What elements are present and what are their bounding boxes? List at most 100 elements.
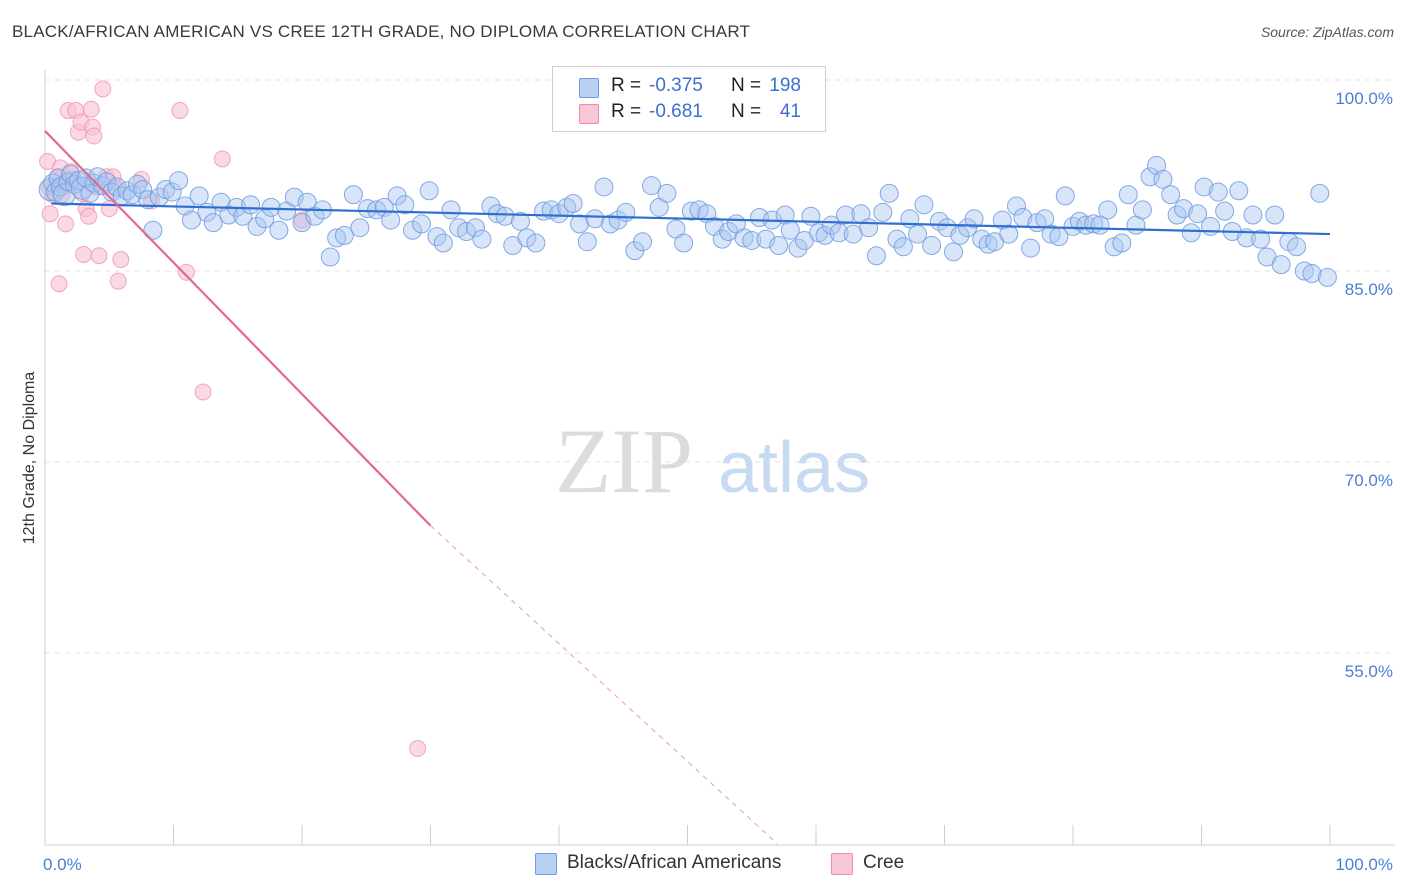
blacks-point (570, 214, 590, 234)
blacks-point (65, 174, 85, 194)
blacks-point (943, 242, 963, 262)
blacks-point (549, 204, 569, 224)
blacks-point (1006, 196, 1026, 216)
source-label: Source: ZipAtlas.com (1260, 24, 1394, 40)
blacks-point (1098, 200, 1118, 220)
blacks-point (381, 210, 401, 230)
blacks-point (1181, 223, 1201, 243)
blacks-point (162, 182, 182, 202)
blacks-point (143, 220, 163, 240)
blacks-point (922, 236, 942, 256)
cree-point (112, 251, 130, 269)
blacks-point (893, 237, 913, 257)
blacks-point (594, 177, 614, 197)
blacks-point (350, 218, 370, 238)
cree-point (90, 247, 108, 265)
blacks-point (1243, 205, 1263, 225)
blacks-point (241, 195, 261, 215)
blacks-point (681, 201, 701, 221)
blacks-point (169, 171, 189, 191)
blacks-point (1251, 229, 1271, 249)
blacks-point (1229, 181, 1249, 201)
blacks-point (97, 172, 117, 192)
blacks-point (859, 218, 879, 238)
cree-trend-extension (430, 525, 778, 845)
blacks-point (914, 195, 934, 215)
blacks-point (219, 205, 239, 225)
blacks-point (815, 225, 835, 245)
legend-swatch-pink (579, 104, 599, 124)
blacks-point (616, 202, 636, 222)
blacks-point (61, 164, 81, 184)
blacks-point (1194, 177, 1214, 197)
legend-n-value: 198 (769, 75, 801, 96)
blacks-point (742, 230, 762, 250)
legend-n-label: N = (731, 101, 762, 122)
blacks-point (879, 183, 899, 203)
blacks-points (38, 155, 1337, 287)
legend-r-value: -0.681 (649, 101, 703, 122)
blacks-point (992, 210, 1012, 230)
blacks-point (887, 229, 907, 249)
blacks-point (608, 210, 628, 230)
blacks-point (526, 233, 546, 253)
cree-point (80, 207, 98, 225)
blacks-point (203, 213, 223, 233)
blacks-point (1236, 228, 1256, 248)
cree-point (171, 102, 189, 120)
blacks-point (433, 233, 453, 253)
blacks-point (419, 181, 439, 201)
cree-point (57, 215, 75, 233)
correlation-legend: R = -0.375 N = 198 R = -0.681 N = 41 (552, 66, 826, 132)
blacks-point (873, 202, 893, 222)
blacks-point (1021, 238, 1041, 258)
blacks-point (1147, 155, 1167, 175)
blacks-point (563, 194, 583, 214)
cree-point (75, 245, 93, 263)
blacks-point (395, 195, 415, 215)
legend-swatch-blue (535, 853, 557, 875)
legend-label-cree: Cree (863, 852, 905, 873)
blacks-point (517, 228, 537, 248)
axes (44, 70, 1395, 846)
cree-point (41, 205, 59, 223)
blacks-point (1294, 261, 1314, 281)
legend-r-value: -0.375 (649, 75, 703, 96)
x-tick-label: 0.0% (43, 855, 82, 874)
blacks-point (367, 200, 387, 220)
blacks-point (107, 177, 127, 197)
cree-trend-line (44, 130, 432, 527)
cree-point (194, 383, 212, 401)
watermark: ZIP atlas (555, 410, 870, 512)
tick-labels: 100.0% 85.0% 70.0% 55.0% 0.0% 100.0% (43, 89, 1393, 874)
blacks-point (577, 232, 597, 252)
trend-lines (44, 130, 1331, 845)
blacks-point (1188, 204, 1208, 224)
chart-title: BLACK/AFRICAN AMERICAN VS CREE 12TH GRAD… (12, 22, 751, 41)
blacks-point (343, 185, 363, 205)
blacks-point (1132, 200, 1152, 220)
cree-point (177, 263, 195, 281)
blacks-point (269, 220, 289, 240)
legend-r-label: R = (611, 75, 642, 96)
legend-r-label: R = (611, 101, 642, 122)
blacks-point (52, 183, 76, 207)
blacks-point (1174, 199, 1194, 219)
blacks-point (472, 229, 492, 249)
blacks-point (102, 182, 122, 202)
blacks-point (284, 187, 304, 207)
cree-point (409, 740, 427, 757)
blacks-point (261, 197, 281, 217)
cree-point (109, 272, 127, 290)
blacks-point (334, 225, 354, 245)
blacks-point (821, 215, 841, 235)
blacks-point (585, 209, 605, 229)
blacks-point (642, 176, 662, 196)
cree-point (85, 127, 103, 145)
cree-point (50, 275, 68, 293)
blacks-point (1041, 224, 1061, 244)
blacks-point (465, 218, 485, 238)
blacks-point (1317, 267, 1337, 287)
blacks-point (1076, 215, 1096, 235)
